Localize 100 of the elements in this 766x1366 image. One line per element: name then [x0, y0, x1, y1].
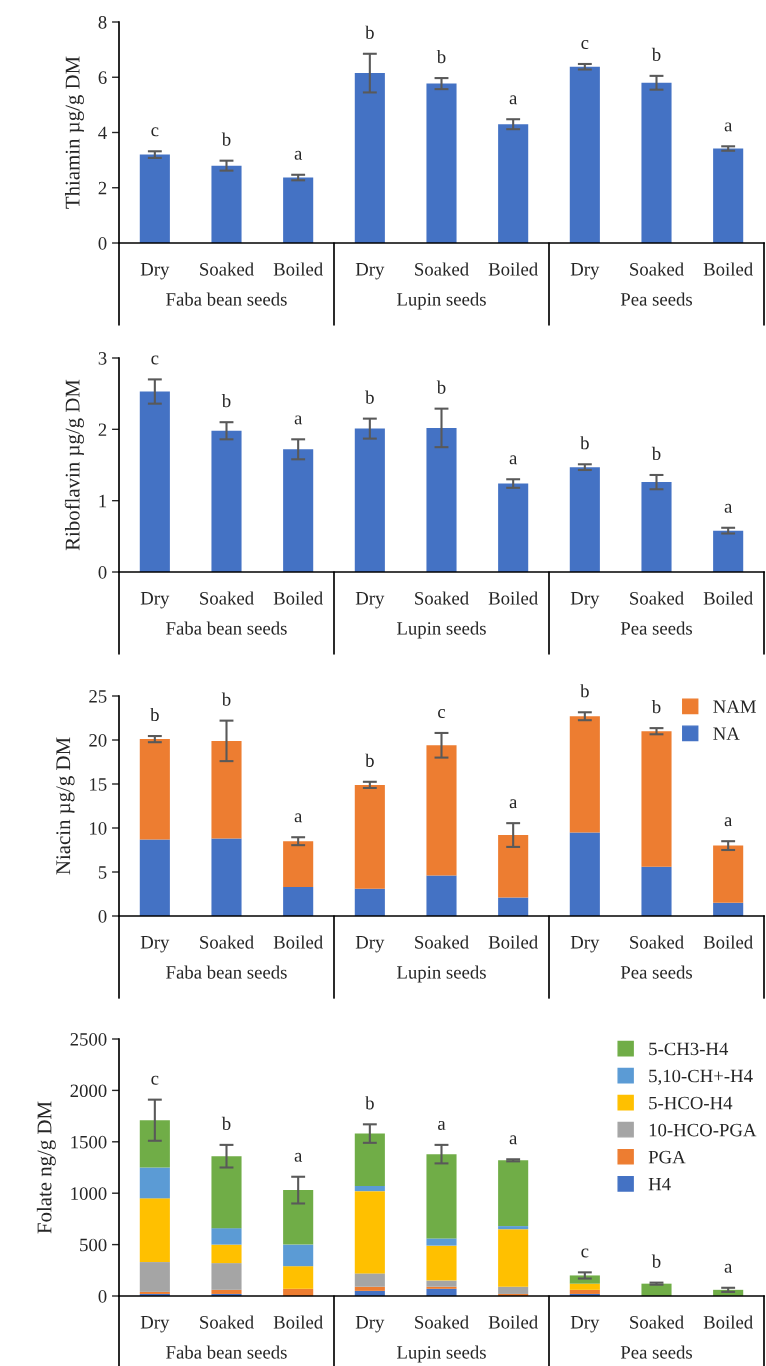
bar [426, 1154, 457, 1239]
bar [283, 449, 314, 572]
bar [569, 832, 600, 916]
bar [569, 716, 600, 833]
annotation: b [436, 49, 446, 64]
annotation: b [365, 390, 374, 404]
bar [211, 838, 242, 916]
bar [569, 467, 600, 572]
legend-label: NA [713, 727, 740, 740]
bar [211, 165, 242, 243]
x-tick-label: Boiled [488, 262, 538, 276]
y-tick-label: 8 [98, 16, 107, 29]
annotation: b [365, 753, 374, 767]
annotation: c [151, 355, 159, 365]
x-tick-label: Soaked [415, 1315, 469, 1329]
annotation: a [509, 1135, 518, 1145]
text: Pea seeds [620, 292, 692, 306]
bar [498, 1286, 529, 1294]
annotation: b [365, 25, 374, 39]
bar [426, 875, 457, 916]
bar [713, 148, 744, 243]
annotation: a [294, 150, 303, 160]
bar [641, 82, 672, 243]
x-tick-label: Soaked [415, 262, 469, 276]
text: Faba bean seeds [166, 621, 287, 635]
x-tick-label: Boiled [703, 262, 753, 276]
annotation: b [580, 684, 589, 698]
x-tick-label: Boiled [273, 591, 323, 605]
bar [211, 1228, 242, 1245]
bar [426, 1245, 457, 1281]
x-tick-label: Dry [570, 1316, 600, 1333]
y-tick-label: 0 [98, 566, 107, 579]
annotation: a [509, 95, 518, 105]
x-tick-label: Dry [140, 263, 170, 280]
annotation: b [651, 1254, 661, 1268]
y-tick-label: 3 [98, 352, 107, 365]
bar [641, 482, 672, 572]
annotation: a [724, 122, 733, 132]
annotation: b [221, 692, 231, 706]
annotation: b [651, 446, 661, 461]
bar [211, 1289, 242, 1294]
x-tick-label: Dry [355, 1316, 385, 1333]
bar [139, 839, 170, 916]
text: Faba bean seeds [166, 1345, 287, 1359]
x-tick-label: Boiled [703, 1315, 753, 1329]
y-tick-label: 15 [90, 778, 107, 791]
bar [139, 1167, 170, 1199]
bar [139, 1120, 170, 1168]
y-tick-label: 20 [89, 734, 107, 747]
bar [283, 886, 314, 916]
bar [211, 430, 242, 572]
annotation: c [151, 1075, 159, 1085]
annotation: b [651, 700, 661, 714]
annotation: b [221, 394, 231, 408]
legend-label: PGA [648, 1150, 686, 1164]
bar [713, 902, 744, 916]
x-tick-label: Dry [355, 592, 385, 609]
x-tick-label: Dry [570, 263, 600, 280]
bar [354, 428, 385, 572]
annotation: a [724, 817, 733, 827]
x-tick-label: Dry [140, 1316, 170, 1333]
y-axis-title: Thiamin µg/g DM [64, 56, 84, 209]
y-tick-label: 10 [90, 822, 107, 835]
y-axis-title: Folate ng/g DM [36, 1101, 56, 1234]
annotation: a [509, 799, 518, 809]
x-tick-label: Dry [355, 263, 385, 280]
x-tick-label: Soaked [415, 591, 469, 605]
text: Pea seeds [620, 1345, 692, 1359]
annotation: a [509, 455, 518, 465]
x-tick-label: Soaked [630, 262, 684, 276]
y-tick-label: 0 [98, 1290, 107, 1303]
annotation: b [580, 436, 589, 450]
bar [498, 124, 529, 243]
bar [283, 841, 314, 887]
y-tick-label: 2000 [70, 1084, 107, 1098]
x-tick-label: Boiled [488, 935, 538, 949]
annotation: b [221, 1116, 231, 1130]
x-tick-label: Boiled [273, 935, 323, 949]
bar [713, 845, 744, 903]
annotation: c [581, 1248, 589, 1258]
bar [354, 784, 385, 889]
bar [211, 740, 242, 839]
bar [354, 1191, 385, 1274]
y-tick-label: 0 [98, 910, 107, 923]
annotation: a [724, 503, 733, 513]
text: Faba bean seeds [166, 965, 287, 979]
y-tick-label: 2500 [70, 1033, 107, 1046]
x-tick-label: Dry [355, 936, 385, 953]
bar [713, 530, 744, 572]
y-tick-label: 1 [99, 494, 107, 508]
x-tick-label: Dry [140, 592, 170, 609]
legend-label: 5,10-CH+-H4 [649, 1069, 753, 1085]
x-tick-label: Soaked [200, 935, 254, 949]
bar [354, 1186, 385, 1192]
x-tick-label: Soaked [200, 1315, 254, 1329]
annotation: b [365, 1096, 374, 1110]
x-tick-label: Dry [570, 936, 600, 953]
x-tick-label: Soaked [630, 1315, 684, 1329]
x-tick-label: Soaked [630, 591, 684, 605]
annotation: b [221, 132, 231, 146]
